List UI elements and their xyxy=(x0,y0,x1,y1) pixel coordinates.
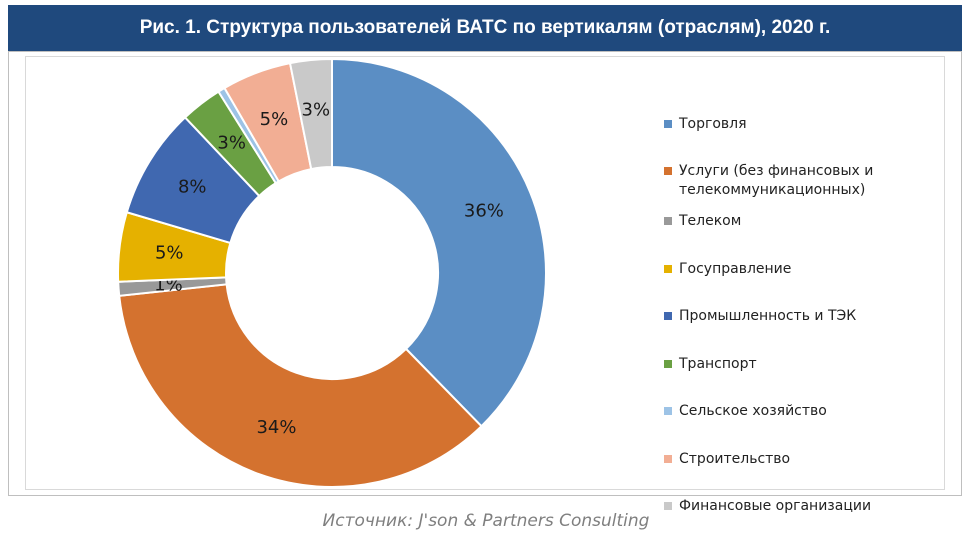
slice-data-label-9: 3% xyxy=(302,99,331,120)
donut-chart: 36%34%1%5%8%3%5% 3% xyxy=(117,57,547,488)
slice-data-label-4: 5% xyxy=(155,242,184,263)
chart-title: Рис. 1. Структура пользователей ВАТС по … xyxy=(139,17,831,38)
legend-item-3: Телеком xyxy=(664,212,889,231)
legend-label: Госуправление xyxy=(679,261,792,277)
legend-item-7: Сельское хозяйство xyxy=(664,402,889,421)
slice-data-label-1: 36% xyxy=(464,201,504,222)
legend-label: Строительство xyxy=(679,451,791,467)
legend-label: Торговля xyxy=(679,116,747,132)
donut-slice-1 xyxy=(331,57,547,428)
legend-item-5: Промышленность и ТЭК xyxy=(664,307,889,326)
legend-item-8: Строительство xyxy=(664,450,889,469)
legend-label: Телеком xyxy=(679,213,742,229)
legend-item-4: Госуправление xyxy=(664,260,889,279)
legend-label: Промышленность и ТЭК xyxy=(679,308,857,324)
legend-swatch xyxy=(664,360,672,368)
chart-area: 36% 34% 1% 5% 8% 3% 5% 3% Торговля Услуги (без ф… xyxy=(25,56,945,514)
slice-data-label-5: 8% xyxy=(178,177,207,198)
legend-swatch xyxy=(664,120,672,128)
chart-title-bar: Рис. 1. Структура пользователей ВАТС по … xyxy=(8,5,962,51)
slice-data-label-6: 3% xyxy=(217,133,246,154)
donut-slice-2 xyxy=(118,283,483,488)
legend-swatch xyxy=(664,407,672,415)
legend-item-1: Торговля xyxy=(664,115,889,134)
chart-frame: 36% 34% 1% 5% 8% 3% 5% 3% Торговля Услуги (без ф… xyxy=(8,51,962,514)
legend-swatch xyxy=(664,265,672,273)
legend-item-6: Транспорт xyxy=(664,355,889,374)
legend-swatch xyxy=(664,312,672,320)
legend-swatch xyxy=(664,502,672,510)
donut-slice-9 xyxy=(288,57,333,171)
legend-label: Услуги (без финансовых и телекоммуникаци… xyxy=(679,163,874,198)
slice-data-label-8: 5% xyxy=(260,109,289,130)
legend-swatch xyxy=(664,217,672,225)
legend-label: Финансовые организации xyxy=(679,498,872,514)
legend-item-2: Услуги (без финансовых и телекоммуникаци… xyxy=(664,162,889,200)
legend-item-9: Финансовые организации xyxy=(664,497,889,516)
legend-label: Сельское хозяйство xyxy=(679,403,827,419)
legend-swatch xyxy=(664,167,672,175)
legend-label: Транспорт xyxy=(679,356,757,372)
source-note: Источник: J'son & Partners Consulting xyxy=(322,511,650,531)
slice-data-label-2: 34% xyxy=(256,417,296,438)
legend-swatch xyxy=(664,455,672,463)
